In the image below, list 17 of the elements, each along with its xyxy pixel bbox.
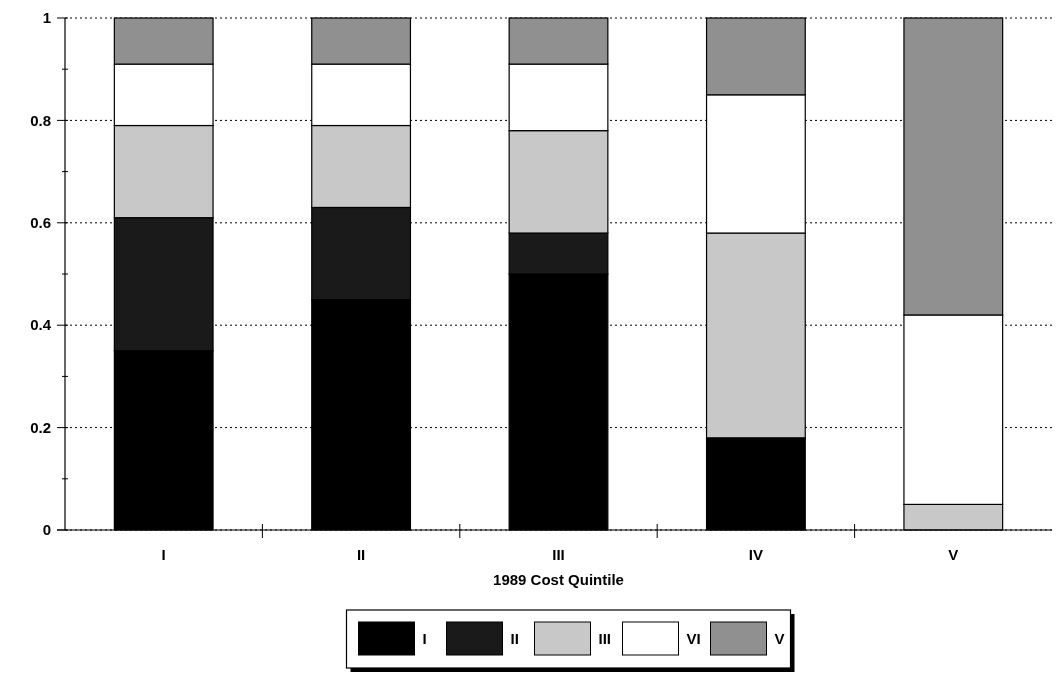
y-tick-label: 1	[42, 9, 51, 27]
x-tick-label: III	[552, 546, 565, 563]
y-tick-label: 0.2	[30, 418, 51, 436]
y-tick-label: 0.4	[30, 316, 52, 334]
legend-label: III	[598, 630, 612, 648]
legend-label: V	[774, 630, 785, 648]
x-tick-label: II	[356, 546, 366, 563]
y-tick-label: 0.8	[30, 111, 51, 129]
legend-label: VI	[686, 630, 701, 648]
y-tick-label: 0.6	[30, 214, 51, 232]
legend-label: II	[510, 630, 519, 648]
y-tick-label: 0	[42, 521, 51, 539]
x-axis-title: 1989 Cost Quintile	[493, 571, 624, 588]
x-tick-label: V	[948, 546, 959, 563]
x-tick-label: I	[161, 546, 166, 563]
legend-label: I	[422, 630, 427, 648]
x-tick-label: IV	[748, 546, 763, 563]
